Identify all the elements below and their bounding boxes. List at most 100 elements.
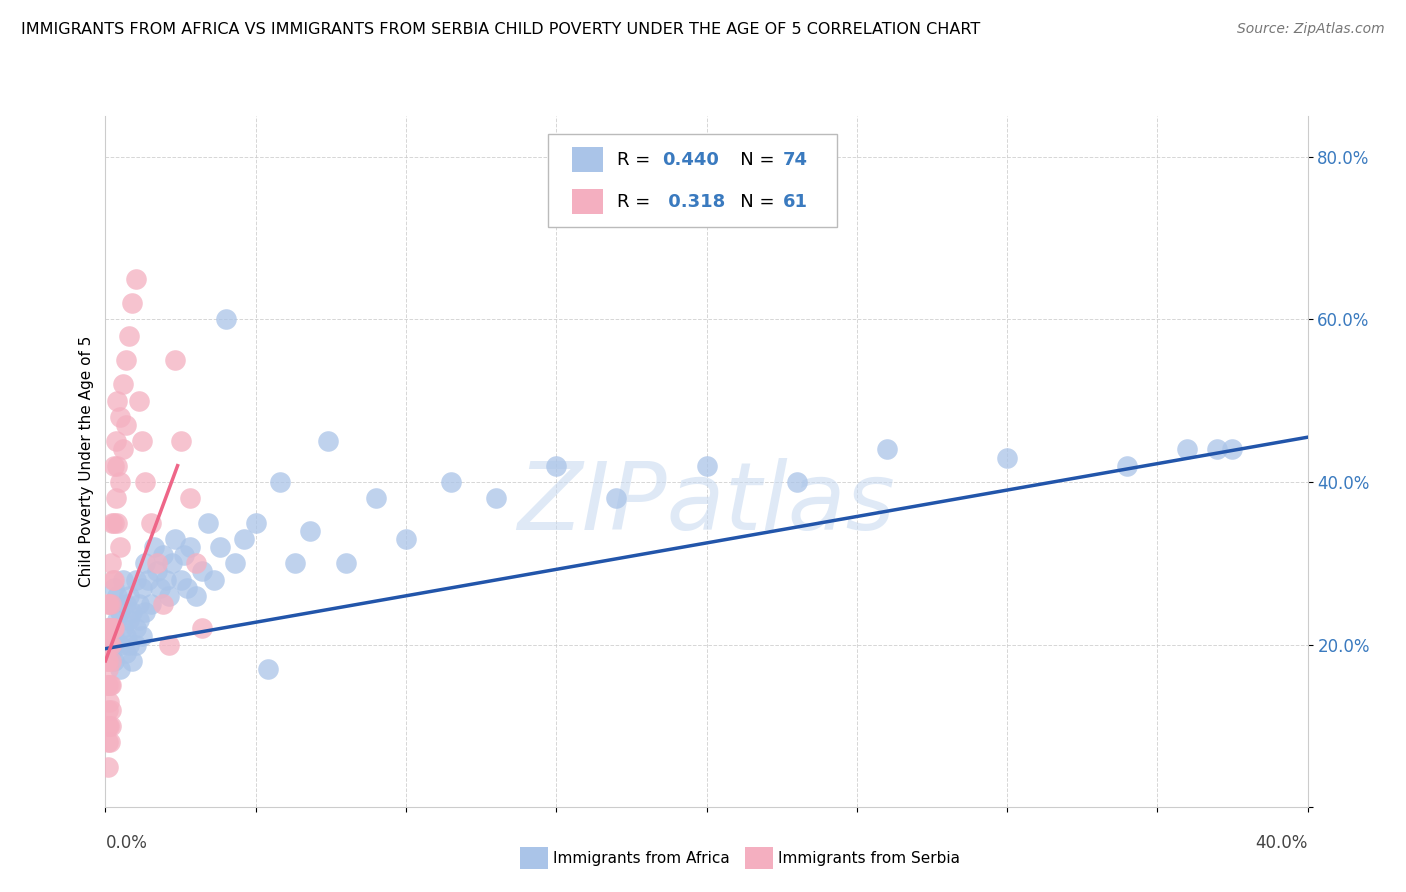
- Point: [256, 662, 278, 676]
- Point: [546, 458, 568, 473]
- Point: [876, 442, 898, 457]
- Point: [232, 532, 254, 546]
- Point: [440, 475, 463, 489]
- Point: [179, 540, 201, 554]
- Point: [131, 581, 153, 595]
- Text: R =: R =: [617, 194, 657, 211]
- Point: [100, 597, 122, 611]
- Point: [485, 491, 508, 506]
- Point: [142, 540, 165, 554]
- Point: [179, 491, 201, 506]
- Point: [134, 556, 156, 570]
- Point: [100, 719, 122, 733]
- Point: [121, 296, 143, 310]
- Point: [110, 605, 132, 619]
- Point: [208, 540, 231, 554]
- Point: [110, 662, 132, 676]
- Point: [98, 638, 121, 652]
- Text: Source: ZipAtlas.com: Source: ZipAtlas.com: [1237, 22, 1385, 37]
- Point: [97, 638, 120, 652]
- Point: [98, 735, 121, 749]
- Point: [107, 393, 129, 408]
- Point: [121, 605, 143, 619]
- Point: [104, 491, 127, 506]
- Point: [134, 475, 156, 489]
- Point: [97, 597, 120, 611]
- Text: 61: 61: [783, 194, 808, 211]
- Point: [157, 638, 180, 652]
- Point: [98, 678, 121, 692]
- Point: [103, 630, 125, 644]
- Point: [284, 556, 307, 570]
- Point: [1175, 442, 1198, 457]
- Point: [131, 434, 153, 449]
- Text: Immigrants from Africa: Immigrants from Africa: [553, 851, 730, 865]
- Point: [202, 573, 225, 587]
- Point: [148, 581, 170, 595]
- Point: [101, 621, 124, 635]
- Point: [97, 654, 120, 668]
- Point: [103, 516, 125, 530]
- Text: R =: R =: [617, 151, 657, 169]
- Point: [115, 646, 138, 660]
- Point: [115, 597, 138, 611]
- Point: [104, 434, 127, 449]
- Point: [298, 524, 321, 538]
- Point: [269, 475, 291, 489]
- Point: [118, 328, 141, 343]
- Point: [160, 556, 183, 570]
- Point: [169, 434, 191, 449]
- Point: [224, 556, 246, 570]
- Point: [112, 377, 135, 392]
- Point: [145, 565, 167, 579]
- Point: [124, 573, 146, 587]
- Point: [155, 573, 177, 587]
- Point: [96, 678, 118, 692]
- Point: [97, 621, 120, 635]
- Point: [169, 573, 191, 587]
- Point: [97, 735, 120, 749]
- Point: [97, 703, 120, 717]
- Point: [101, 573, 124, 587]
- Text: 40.0%: 40.0%: [1256, 834, 1308, 852]
- Point: [335, 556, 357, 570]
- Point: [107, 613, 129, 627]
- Point: [110, 475, 132, 489]
- Point: [995, 450, 1018, 465]
- Point: [786, 475, 808, 489]
- Point: [112, 573, 135, 587]
- Point: [176, 581, 198, 595]
- Point: [124, 638, 146, 652]
- Point: [110, 409, 132, 424]
- Point: [97, 621, 120, 635]
- Text: N =: N =: [723, 194, 780, 211]
- Point: [100, 703, 122, 717]
- Point: [103, 573, 125, 587]
- Point: [184, 589, 207, 603]
- Point: [96, 654, 118, 668]
- Text: Immigrants from Serbia: Immigrants from Serbia: [778, 851, 959, 865]
- Point: [112, 442, 135, 457]
- Point: [1116, 458, 1139, 473]
- Point: [605, 491, 627, 506]
- Point: [118, 638, 141, 652]
- Point: [316, 434, 339, 449]
- Point: [157, 589, 180, 603]
- Point: [128, 613, 150, 627]
- Point: [128, 597, 150, 611]
- Point: [163, 532, 186, 546]
- Point: [98, 621, 121, 635]
- Text: 0.0%: 0.0%: [105, 834, 148, 852]
- Point: [115, 417, 138, 432]
- Point: [134, 605, 156, 619]
- Point: [190, 565, 212, 579]
- Point: [98, 597, 121, 611]
- Point: [97, 678, 120, 692]
- Point: [103, 458, 125, 473]
- Point: [103, 621, 125, 635]
- Point: [139, 516, 162, 530]
- Point: [1222, 442, 1244, 457]
- Text: ZIPatlas: ZIPatlas: [517, 458, 896, 549]
- Text: IMMIGRANTS FROM AFRICA VS IMMIGRANTS FROM SERBIA CHILD POVERTY UNDER THE AGE OF : IMMIGRANTS FROM AFRICA VS IMMIGRANTS FRO…: [21, 22, 980, 37]
- Point: [100, 646, 122, 660]
